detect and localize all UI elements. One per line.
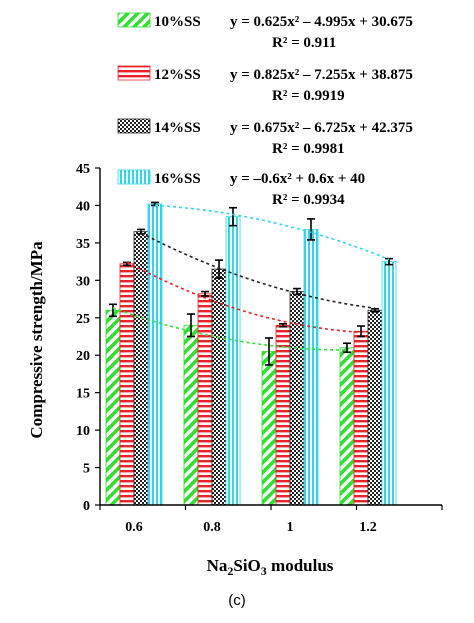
- x-axis-ticks: 0.6 0.8 1 1.2: [99, 505, 443, 535]
- fit-equation: y = 0.675x² – 6.725x + 42.375: [230, 120, 413, 136]
- error-bar: [201, 290, 209, 297]
- fit-equation: y = 0.625x² – 4.995x + 30.675: [230, 14, 413, 30]
- fit-r-squared: R² = 0.911: [272, 35, 336, 51]
- y-tick-label: 0: [83, 499, 90, 514]
- error-bar: [343, 342, 351, 354]
- error-bar: [307, 218, 315, 241]
- error-bar: [265, 337, 273, 366]
- bar-10pctss-0.6: [105, 309, 121, 506]
- fit-r-squared: R² = 0.9919: [272, 88, 345, 104]
- bar-14pctss-1.2: [367, 309, 383, 506]
- error-bar: [215, 259, 223, 279]
- legend-label: 10%SS: [154, 14, 201, 30]
- error-bar: [371, 307, 379, 313]
- y-tick-label: 30: [76, 274, 90, 289]
- bar-14pctss-0.8: [211, 268, 227, 506]
- bar-16pctss-1.2: [381, 261, 397, 506]
- fit-equation: y = 0.825x² – 7.255x + 38.875: [230, 67, 413, 83]
- legend-item-10pctss: 10%SS y = 0.625x² – 4.995x + 30.675 R² = 0…: [117, 12, 413, 51]
- y-axis-ticks: 0 5 10 15 20 25 30 35 40 45: [76, 162, 100, 514]
- bar-16pctss-0.8: [225, 216, 241, 506]
- bar-12pctss-1.2: [353, 330, 369, 506]
- legend-swatch: [117, 12, 151, 28]
- error-bar: [109, 303, 117, 318]
- bar-12pctss-1: [275, 324, 291, 506]
- legend-item-12pctss: 12%SS y = 0.825x² – 7.255x + 38.875 R² = 0…: [117, 65, 413, 104]
- bar-16pctss-0.6: [147, 203, 163, 506]
- trend-line-10pctss: [112, 307, 347, 351]
- error-bar: [357, 325, 365, 338]
- y-tick-label: 15: [76, 387, 90, 402]
- x-tick-label: 1: [287, 520, 294, 535]
- fit-equation: y = –0.6x² + 0.6x + 40: [230, 171, 365, 187]
- bar-12pctss-0.6: [119, 263, 135, 506]
- legend-label: 16%SS: [154, 171, 201, 187]
- legend: 10%SS y = 0.625x² – 4.995x + 30.675 R² = 0…: [117, 12, 413, 208]
- x-tick-label: 0.8: [203, 520, 221, 535]
- bar-16pctss-1: [303, 229, 319, 506]
- figure-caption: (c): [228, 592, 246, 609]
- legend-label: 12%SS: [154, 67, 201, 83]
- bar-14pctss-0.6: [133, 231, 149, 506]
- y-axis-label: Compressive strength/MPa: [27, 241, 46, 439]
- bar-10pctss-1: [261, 351, 277, 506]
- error-bar: [229, 206, 237, 227]
- trend-lines: [112, 204, 390, 351]
- trend-line-16pctss: [154, 204, 390, 261]
- legend-swatch: [117, 118, 151, 134]
- trend-line-14pctss: [140, 232, 376, 309]
- bar-10pctss-0.8: [183, 324, 199, 506]
- legend-item-16pctss: 16%SS y = –0.6x² + 0.6x + 40 R² = 0.9934: [117, 169, 365, 208]
- x-axis-label: Na2SiO3 modulus: [207, 556, 334, 578]
- bar-12pctss-0.8: [197, 293, 213, 506]
- y-tick-label: 20: [76, 349, 90, 364]
- fit-r-squared: R² = 0.9981: [272, 141, 345, 157]
- legend-label: 14%SS: [154, 120, 201, 136]
- x-tick-label: 0.6: [125, 520, 143, 535]
- legend-swatch: [117, 169, 151, 185]
- bars: [105, 203, 397, 506]
- trend-line-12pctss: [126, 261, 362, 334]
- y-tick-label: 45: [76, 162, 90, 177]
- error-bars: [109, 201, 393, 366]
- y-tick-label: 10: [76, 424, 90, 439]
- legend-item-14pctss: 14%SS y = 0.675x² – 6.725x + 42.375 R² = 0…: [117, 118, 413, 157]
- y-tick-label: 5: [83, 462, 90, 477]
- legend-swatch: [117, 65, 151, 81]
- y-tick-label: 35: [76, 237, 90, 252]
- y-tick-label: 40: [76, 199, 90, 214]
- x-tick-label: 1.2: [359, 520, 377, 535]
- fit-r-squared: R² = 0.9934: [272, 192, 345, 208]
- bar-10pctss-1.2: [339, 347, 355, 506]
- y-tick-label: 25: [76, 312, 90, 327]
- error-bar: [187, 313, 195, 338]
- error-bar: [279, 322, 287, 328]
